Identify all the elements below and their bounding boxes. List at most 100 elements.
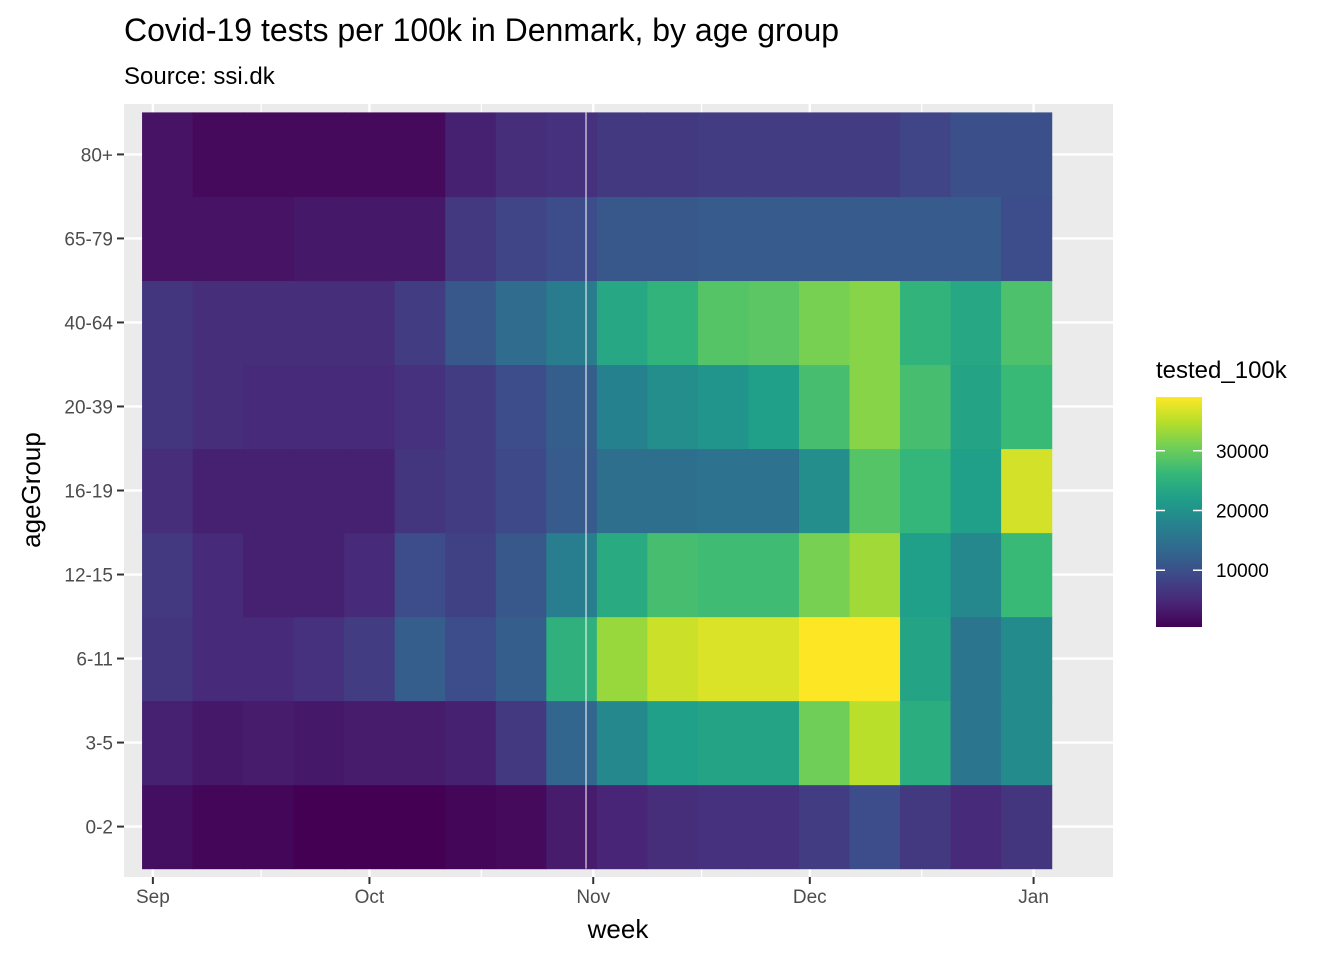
- heatmap-cell: 3-5 2020-10-22: 7000: [495, 700, 547, 786]
- heatmap-cell: 65-79 2020-11-26: 11500: [748, 196, 800, 282]
- heatmap-cell: 80+ 2020-11-26: 7500: [748, 112, 800, 198]
- heatmap-cell: 12-15 2020-09-24: 4000: [293, 532, 345, 618]
- y-tick-label: 65-79: [64, 229, 113, 250]
- heatmap-cell: 0-2 2020-12-24: 5000: [950, 784, 1002, 870]
- heatmap-cell: 6-11 2020-11-05: 33000: [596, 616, 648, 702]
- heatmap-cell: 0-2 2020-11-05: 4500: [596, 784, 648, 870]
- heatmap-cell: 80+ 2020-09-03: 2500: [142, 112, 194, 198]
- heatmap-cells: 0-2 2020-09-03: 20000-2 2020-09-10: 1000…: [142, 112, 1053, 870]
- heatmap-cell: 16-19 2020-12-03: 19500: [798, 448, 851, 534]
- y-tick-label: 20-39: [64, 397, 113, 418]
- x-axis-title: week: [587, 914, 650, 944]
- heatmap-cell: 20-39 2020-12-03: 27500: [798, 364, 851, 450]
- heatmap-cell: 12-15 2020-10-01: 5000: [344, 532, 396, 618]
- heatmap-cell: 80+ 2020-10-22: 5500: [495, 112, 547, 198]
- heatmap-cell: 80+ 2020-10-01: 1500: [344, 112, 396, 198]
- heatmap-cell: 65-79 2020-12-17: 11500: [900, 196, 952, 282]
- heatmap-cell: 3-5 2020-12-31: 19000: [1001, 700, 1053, 786]
- heatmap-cell: 80+ 2020-09-17: 1500: [243, 112, 295, 198]
- heatmap-cell: 40-64 2020-12-24: 23500: [950, 280, 1002, 366]
- heatmap-cell: 6-11 2020-10-22: 12000: [495, 616, 547, 702]
- heatmap-cell: 0-2 2020-10-08: 500: [394, 784, 446, 870]
- heatmap-cell: 40-64 2020-09-03: 6500: [142, 280, 194, 366]
- heatmap-cell: 16-19 2020-12-31: 36500: [1001, 448, 1053, 534]
- heatmap-cell: 16-19 2020-10-08: 6500: [394, 448, 446, 534]
- legend-title: tested_100k: [1156, 357, 1288, 384]
- heatmap-cell: 20-39 2020-12-10: 32000: [849, 364, 901, 450]
- y-tick-label: 3-5: [86, 734, 113, 755]
- heatmap-cell: 40-64 2020-10-08: 7500: [394, 280, 446, 366]
- heatmap-cell: 6-11 2020-12-10: 39000: [849, 616, 901, 702]
- heatmap-cell: 20-39 2020-10-01: 5000: [344, 364, 396, 450]
- heatmap-cell: 65-79 2020-12-24: 11500: [950, 196, 1002, 282]
- heatmap-cell: 3-5 2020-11-19: 23000: [697, 700, 750, 786]
- heatmap-cell: 16-19 2020-09-24: 4000: [293, 448, 345, 534]
- heatmap-cell: 3-5 2020-10-01: 3500: [344, 700, 396, 786]
- heatmap-cell: 3-5 2020-10-08: 3500: [394, 700, 446, 786]
- heatmap-cell: 40-64 2020-10-01: 5500: [344, 280, 396, 366]
- heatmap-cell: 80+ 2020-12-10: 7500: [849, 112, 901, 198]
- heatmap-cell: 12-15 2020-10-15: 8000: [445, 532, 497, 618]
- heatmap-cell: 3-5 2020-11-26: 23000: [748, 700, 800, 786]
- heatmap-cell: 20-39 2020-11-26: 22000: [748, 364, 800, 450]
- heatmap-cell: 6-11 2020-09-03: 6500: [142, 616, 194, 702]
- legend-tick-label: 10000: [1216, 561, 1269, 582]
- x-tick-label: Sep: [136, 887, 170, 908]
- heatmap-cell: 80+ 2020-11-19: 7500: [697, 112, 750, 198]
- heatmap-cell: 80+ 2020-11-05: 7000: [596, 112, 648, 198]
- heatmap-cell: 40-64 2020-09-24: 5500: [293, 280, 345, 366]
- heatmap-cell: 3-5 2020-09-03: 4000: [142, 700, 194, 786]
- heatmap-cell: 16-19 2020-10-22: 9000: [495, 448, 547, 534]
- heatmap-cell: 20-39 2020-10-15: 7500: [445, 364, 497, 450]
- heatmap-cell: 3-5 2020-10-15: 4000: [445, 700, 497, 786]
- heatmap-cell: 12-15 2020-09-03: 7000: [142, 532, 194, 618]
- heatmap-cell: 80+ 2020-10-15: 4000: [445, 112, 497, 198]
- heatmap-cell: 6-11 2020-11-19: 37000: [697, 616, 750, 702]
- heatmap-cell: 65-79 2020-11-12: 11000: [647, 196, 699, 282]
- heatmap-cell: 40-64 2020-11-19: 28500: [697, 280, 750, 366]
- heatmap-cell: 80+ 2020-12-31: 10000: [1001, 112, 1053, 198]
- heatmap-cell: 20-39 2020-12-17: 27500: [900, 364, 952, 450]
- heatmap-cell: 12-15 2020-10-29: 17000: [546, 532, 598, 618]
- legend-tick-label: 30000: [1216, 442, 1269, 463]
- heatmap-cell: 12-15 2020-11-12: 27500: [647, 532, 699, 618]
- heatmap-cell: 65-79 2020-12-31: 9500: [1001, 196, 1053, 282]
- legend: tested_100k 10000 20000 30000: [1156, 357, 1288, 627]
- x-tick-label: Oct: [355, 887, 385, 908]
- heatmap-cell: 65-79 2020-10-22: 8500: [495, 196, 547, 282]
- chart-title: Covid-19 tests per 100k in Denmark, by a…: [124, 12, 839, 48]
- heatmap-cell: 16-19 2020-11-12: 14500: [647, 448, 699, 534]
- heatmap-cell: 40-64 2020-12-31: 28000: [1001, 280, 1053, 366]
- heatmap-cell: 65-79 2020-09-03: 2500: [142, 196, 194, 282]
- heatmap-cell: 12-15 2020-11-26: 27000: [748, 532, 800, 618]
- y-tick-label: 6-11: [76, 650, 113, 671]
- heatmap-cell: 3-5 2020-10-29: 13000: [546, 700, 598, 786]
- heatmap-cell: 12-15 2020-12-03: 31000: [798, 532, 851, 618]
- heatmap-cell: 12-15 2020-10-08: 9500: [394, 532, 446, 618]
- y-tick-label: 0-2: [86, 818, 113, 839]
- heatmap-cell: 6-11 2020-11-12: 36000: [647, 616, 699, 702]
- heatmap-cell: 12-15 2020-12-31: 26500: [1001, 532, 1053, 618]
- heatmap-cell: 0-2 2020-09-10: 1000: [192, 784, 244, 870]
- heatmap-cell: 40-64 2020-12-17: 25500: [900, 280, 952, 366]
- x-tick-label: Nov: [576, 887, 610, 908]
- heatmap-cell: 0-2 2020-11-19: 6000: [697, 784, 750, 870]
- heatmap-cell: 20-39 2020-09-24: 5000: [293, 364, 345, 450]
- heatmap-cell: 6-11 2020-12-24: 15500: [950, 616, 1002, 702]
- heatmap-cell: 6-11 2020-12-03: 39000: [798, 616, 851, 702]
- heatmap-cell: 12-15 2020-12-17: 22000: [900, 532, 952, 618]
- heatmap-cell: 40-64 2020-12-10: 32000: [849, 280, 901, 366]
- heatmap-cell: 3-5 2020-09-17: 3500: [243, 700, 295, 786]
- y-tick-label: 40-64: [64, 313, 113, 334]
- heatmap-cell: 16-19 2020-11-05: 14500: [596, 448, 648, 534]
- heatmap-cell: 40-64 2020-11-05: 23500: [596, 280, 648, 366]
- heatmap-cell: 3-5 2020-12-03: 30500: [798, 700, 851, 786]
- x-tick-label: Jan: [1018, 887, 1049, 908]
- heatmap-cell: 0-2 2020-12-10: 9500: [849, 784, 901, 870]
- heatmap-cell: 6-11 2020-09-10: 5000: [192, 616, 244, 702]
- heatmap-cell: 80+ 2020-12-03: 7500: [798, 112, 851, 198]
- heatmap-cell: 80+ 2020-10-29: 6000: [546, 112, 598, 198]
- heatmap-cell: 6-11 2020-09-17: 5000: [243, 616, 295, 702]
- heatmap-cell: 65-79 2020-10-01: 3000: [344, 196, 396, 282]
